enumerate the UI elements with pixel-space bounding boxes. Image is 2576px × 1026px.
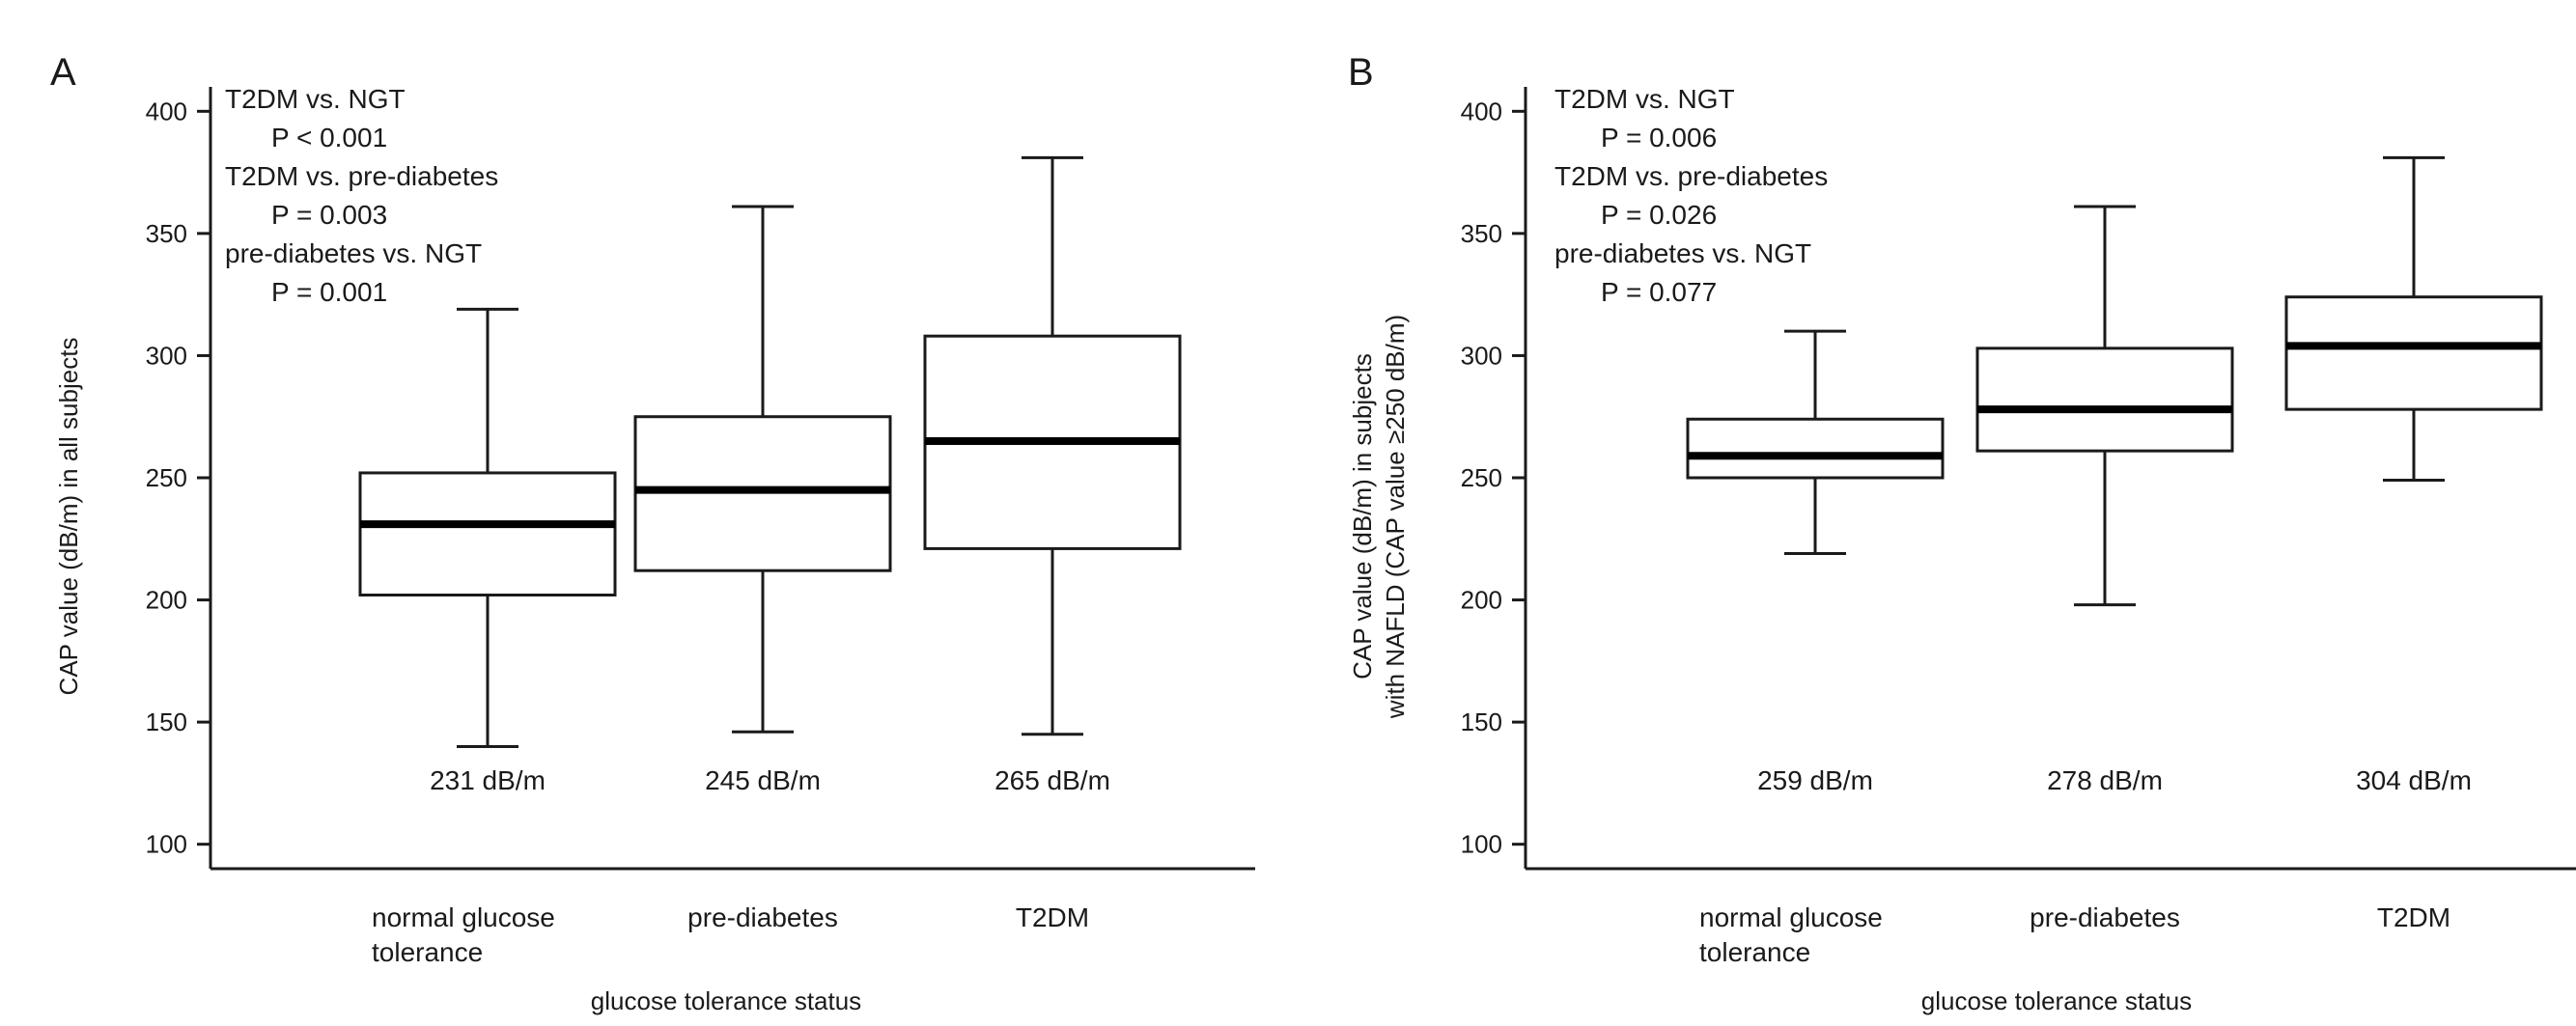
box-1 [358,307,617,748]
y-tick-label: 200 [1461,586,1502,615]
x-category-label: pre-diabetes [687,902,838,932]
y-tick-label: 350 [146,219,187,248]
y-tick-label: 250 [146,463,187,492]
x-category-label: tolerance [372,937,483,967]
stat-annotation: T2DM vs. pre-diabetes [225,161,498,191]
y-axis-title: CAP value (dB/m) in all subjects [54,338,83,696]
stat-annotation: P = 0.001 [271,277,387,307]
x-category-label: pre-diabetes [2030,902,2180,932]
stat-annotation: P = 0.003 [271,200,387,230]
stat-annotation: T2DM vs. pre-diabetes [1554,161,1828,191]
panel-letter: B [1348,51,1374,94]
y-tick-label: 150 [146,707,187,736]
stat-annotation: T2DM vs. NGT [225,84,406,114]
median-label: 304 dB/m [2356,765,2472,795]
x-axis-title: glucose tolerance status [1921,986,2192,1015]
chart-panel-a: A 100 150 200 250 300 350 400 CAP value (dB/m) i… [50,51,1255,1015]
box-iqr [1975,347,2234,453]
panel-letter: A [50,51,76,94]
y-tick-label: 400 [1461,97,1502,125]
stat-annotation: P = 0.026 [1601,200,1717,230]
y-tick-label: 100 [1461,830,1502,859]
stat-annotation: pre-diabetes vs. NGT [1554,238,1811,268]
median-label: 245 dB/m [705,765,821,795]
y-tick-label: 400 [146,97,187,125]
stat-annotation: P < 0.001 [271,123,387,153]
y-tick-label: 100 [146,830,187,859]
median-label: 265 dB/m [994,765,1110,795]
y-axis-title: with NAFLD (CAP value ≥250 dB/m) [1381,315,1410,719]
y-tick-label: 250 [1461,463,1502,492]
median-label: 259 dB/m [1757,765,1873,795]
y-tick-label: 300 [1461,341,1502,370]
x-axis-title: glucose tolerance status [591,986,861,1015]
x-category-label: normal glucose [372,902,555,932]
box-2 [633,205,892,734]
stat-annotation: pre-diabetes vs. NGT [225,238,482,268]
box-2 [1975,205,2234,607]
y-tick-label: 200 [146,586,187,615]
median-label: 231 dB/m [430,765,546,795]
x-category-label: T2DM [2377,902,2450,932]
median-label: 278 dB/m [2047,765,2163,795]
box-3 [2284,155,2543,483]
x-category-label: T2DM [1016,902,1089,932]
box-iqr [2284,295,2543,411]
y-axis-title: CAP value (dB/m) in subjects [1348,353,1377,679]
box-iqr [358,471,617,596]
y-tick-label: 300 [146,341,187,370]
x-category-label: tolerance [1699,937,1810,967]
stat-annotation: P = 0.006 [1601,123,1717,153]
box-1 [1686,329,1945,555]
box-3 [923,155,1182,736]
stat-annotation: P = 0.077 [1601,277,1717,307]
y-tick-label: 150 [1461,707,1502,736]
chart-panel-b: B 100 150 200 250 300 350 400 CAP value (dB/m) i… [1348,51,2576,1015]
y-tick-label: 350 [1461,219,1502,248]
box-iqr [1686,417,1945,480]
stat-annotation: T2DM vs. NGT [1554,84,1735,114]
x-category-label: normal glucose [1699,902,1883,932]
